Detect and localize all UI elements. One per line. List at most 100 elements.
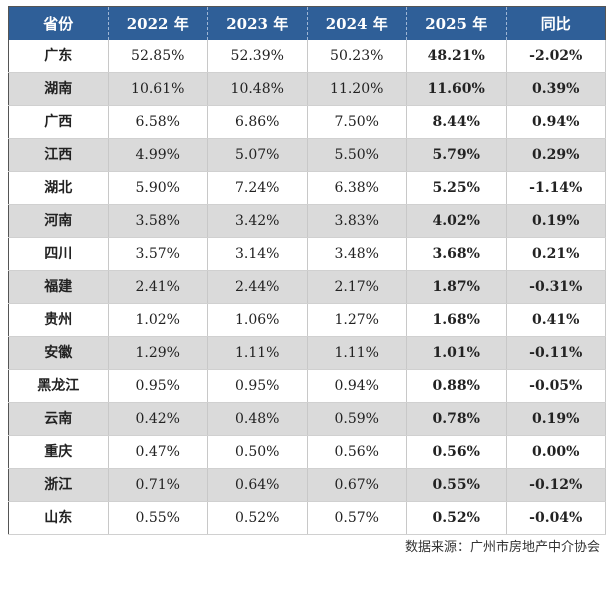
table-row: 浙江 0.71% 0.64% 0.67% 0.55% -0.12% [8,468,606,502]
province-cell: 黑龙江 [8,369,109,403]
value-cell: 0.95% [207,369,308,403]
value-cell: 48.21% [406,40,507,73]
value-cell: 8.44% [406,105,507,139]
value-cell: 6.38% [307,171,407,205]
value-cell: 10.48% [207,72,308,106]
value-cell: 0.47% [108,435,208,469]
value-cell: 11.60% [406,72,507,106]
value-cell: 5.79% [406,138,507,172]
page-container: 省份 2022 年 2023 年 2024 年 2025 年同比 广东 52.85% 52.… [8,6,606,555]
value-cell: -0.05% [506,369,606,403]
column-header: 同比 [506,6,606,40]
column-header: 省份 [8,6,109,40]
table-row: 黑龙江 0.95% 0.95% 0.94% 0.88% -0.05% [8,369,606,403]
value-cell: 0.55% [406,468,507,502]
value-cell: 1.87% [406,270,507,304]
value-cell: 1.11% [307,336,407,370]
value-cell: 0.21% [506,237,606,271]
table-row: 广西 6.58% 6.86% 7.50% 8.44% 0.94% [8,105,606,139]
table-row: 湖南 10.61% 10.48% 11.20% 11.60% 0.39% [8,72,606,106]
value-cell: 52.85% [108,40,208,73]
value-cell: 2.17% [307,270,407,304]
value-cell: 3.48% [307,237,407,271]
table-row: 福建 2.41% 2.44% 2.17% 1.87% -0.31% [8,270,606,304]
value-cell: 2.44% [207,270,308,304]
province-cell: 广西 [8,105,109,139]
table-row: 湖北 5.90% 7.24% 6.38% 5.25% -1.14% [8,171,606,205]
value-cell: 11.20% [307,72,407,106]
value-cell: 1.68% [406,303,507,337]
value-cell: 4.02% [406,204,507,238]
value-cell: -0.04% [506,501,606,535]
value-cell: 0.42% [108,402,208,436]
source-note: 数据来源：广州市房地产中介协会 [404,540,600,555]
value-cell: 3.58% [108,204,208,238]
value-cell: 1.02% [108,303,208,337]
value-cell: 0.50% [207,435,308,469]
value-cell: 10.61% [108,72,208,106]
value-cell: 52.39% [207,40,308,73]
province-cell: 贵州 [8,303,109,337]
column-header: 2025 年 [406,6,507,40]
value-cell: 0.88% [406,369,507,403]
province-cell: 广东 [8,40,109,73]
value-cell: 0.39% [506,72,606,106]
province-cell: 山东 [8,501,109,535]
value-cell: 1.29% [108,336,208,370]
value-cell: 3.57% [108,237,208,271]
table-row: 重庆 0.47% 0.50% 0.56% 0.56% 0.00% [8,435,606,469]
value-cell: 0.52% [406,501,507,535]
value-cell: 3.42% [207,204,308,238]
province-cell: 四川 [8,237,109,271]
value-cell: 0.64% [207,468,308,502]
value-cell: 0.71% [108,468,208,502]
table-row: 广东 52.85% 52.39% 50.23% 48.21% -2.02% [8,40,606,73]
value-cell: 6.86% [207,105,308,139]
value-cell: 50.23% [307,40,407,73]
column-header: 2022 年 [108,6,208,40]
value-cell: 0.94% [506,105,606,139]
province-cell: 云南 [8,402,109,436]
value-cell: 0.67% [307,468,407,502]
value-cell: -0.12% [506,468,606,502]
value-cell: 1.11% [207,336,308,370]
value-cell: 7.24% [207,171,308,205]
value-cell: 0.00% [506,435,606,469]
column-header: 2024 年 [307,6,407,40]
province-cell: 湖北 [8,171,109,205]
value-cell: 1.06% [207,303,308,337]
value-cell: 0.48% [207,402,308,436]
table-row: 云南 0.42% 0.48% 0.59% 0.78% 0.19% [8,402,606,436]
value-cell: 7.50% [307,105,407,139]
value-cell: 5.25% [406,171,507,205]
table-row: 安徽 1.29% 1.11% 1.11% 1.01% -0.11% [8,336,606,370]
value-cell: 0.59% [307,402,407,436]
value-cell: -2.02% [506,40,606,73]
column-header: 2023 年 [207,6,308,40]
table-row: 四川 3.57% 3.14% 3.48% 3.68% 0.21% [8,237,606,271]
value-cell: 5.07% [207,138,308,172]
table-body: 广东 52.85% 52.39% 50.23% 48.21% -2.02% 湖南 10.61%… [8,40,606,535]
value-cell: 0.29% [506,138,606,172]
province-cell: 重庆 [8,435,109,469]
province-cell: 安徽 [8,336,109,370]
table-row: 山东 0.55% 0.52% 0.57% 0.52% -0.04% [8,501,606,535]
value-cell: 1.01% [406,336,507,370]
value-cell: -0.11% [506,336,606,370]
value-cell: 3.83% [307,204,407,238]
value-cell: 5.90% [108,171,208,205]
value-cell: 0.52% [207,501,308,535]
province-share-table: 省份 2022 年 2023 年 2024 年 2025 年同比 广东 52.85% 52.… [8,6,606,535]
province-cell: 浙江 [8,468,109,502]
value-cell: 3.68% [406,237,507,271]
value-cell: 3.14% [207,237,308,271]
table-row: 河南 3.58% 3.42% 3.83% 4.02% 0.19% [8,204,606,238]
header-row: 省份 2022 年 2023 年 2024 年 2025 年同比 [8,6,606,40]
value-cell: 0.41% [506,303,606,337]
value-cell: 1.27% [307,303,407,337]
value-cell: 6.58% [108,105,208,139]
value-cell: 2.41% [108,270,208,304]
value-cell: 5.50% [307,138,407,172]
table-row: 江西 4.99% 5.07% 5.50% 5.79% 0.29% [8,138,606,172]
value-cell: 0.78% [406,402,507,436]
